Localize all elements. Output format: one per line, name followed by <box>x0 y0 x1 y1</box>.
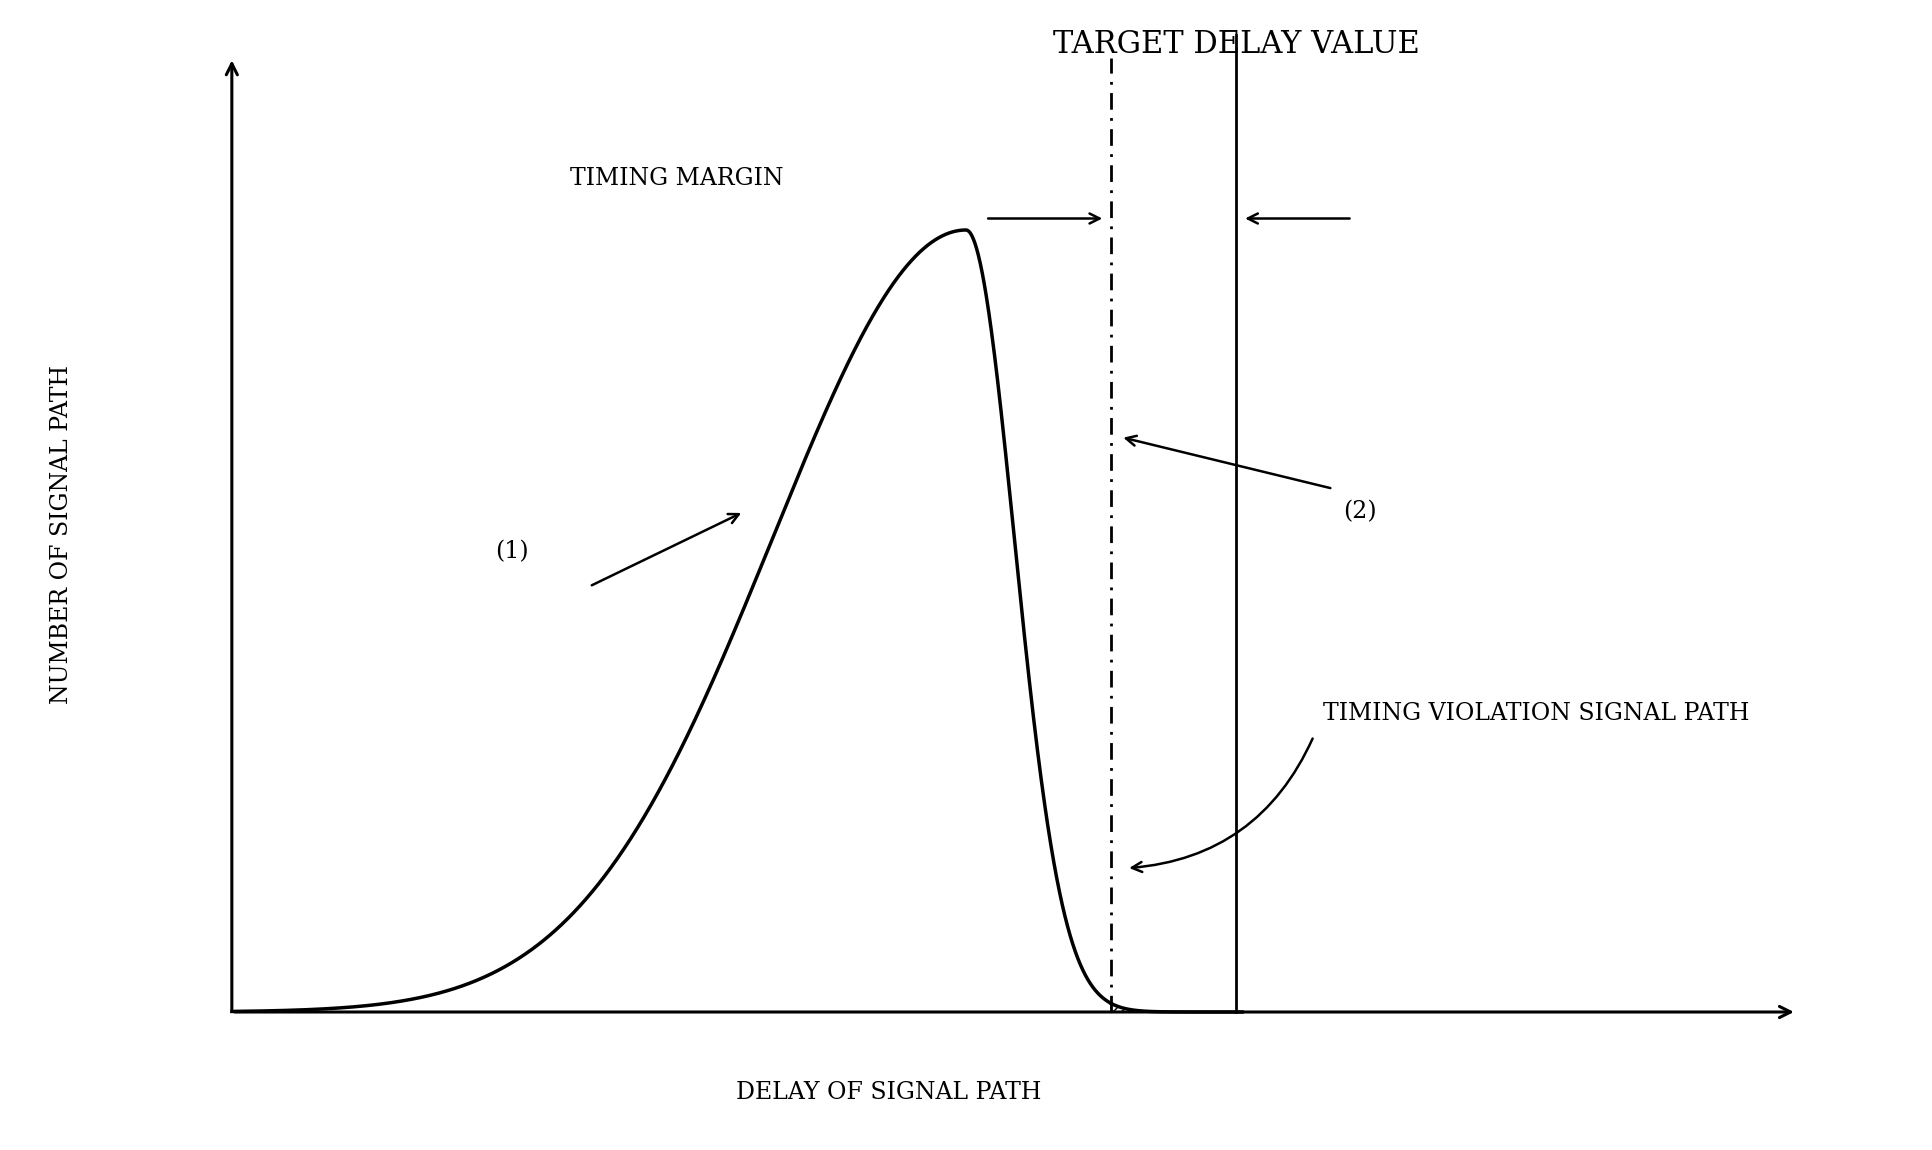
Text: TARGET DELAY VALUE: TARGET DELAY VALUE <box>1053 29 1420 60</box>
Text: DELAY OF SIGNAL PATH: DELAY OF SIGNAL PATH <box>736 1081 1041 1104</box>
Text: TIMING MARGIN: TIMING MARGIN <box>570 167 784 190</box>
Text: (2): (2) <box>1343 500 1376 523</box>
Text: NUMBER OF SIGNAL PATH: NUMBER OF SIGNAL PATH <box>50 366 73 704</box>
Text: TIMING VIOLATION SIGNAL PATH: TIMING VIOLATION SIGNAL PATH <box>1323 702 1750 724</box>
Text: (1): (1) <box>495 540 529 564</box>
